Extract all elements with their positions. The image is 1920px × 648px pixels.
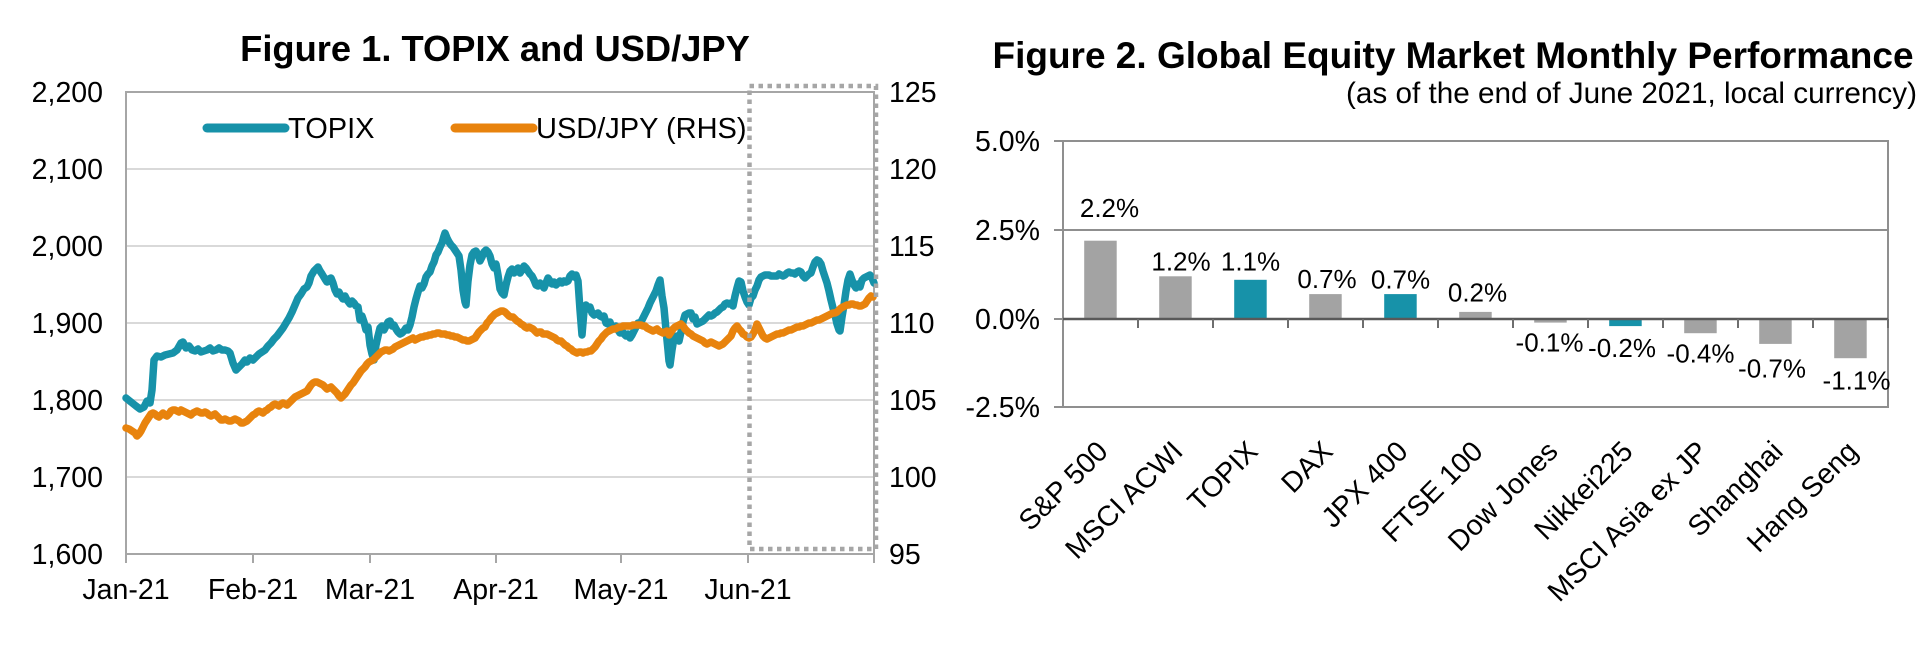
svg-text:0.7%: 0.7%: [1297, 264, 1356, 294]
svg-text:1,800: 1,800: [32, 385, 103, 417]
svg-text:125: 125: [889, 77, 937, 109]
svg-text:0.7%: 0.7%: [1371, 265, 1430, 295]
svg-text:Feb-21: Feb-21: [208, 574, 298, 606]
svg-text:2,200: 2,200: [32, 77, 103, 109]
svg-text:Mar-21: Mar-21: [325, 574, 415, 606]
svg-text:5.0%: 5.0%: [975, 126, 1040, 158]
svg-text:1.1%: 1.1%: [1221, 247, 1280, 277]
svg-text:Jan-21: Jan-21: [82, 574, 169, 606]
svg-text:-0.7%: -0.7%: [1738, 353, 1806, 383]
svg-text:-2.5%: -2.5%: [966, 392, 1040, 424]
svg-text:0.0%: 0.0%: [975, 304, 1040, 336]
svg-text:1,700: 1,700: [32, 462, 103, 494]
svg-text:Jun-21: Jun-21: [704, 574, 791, 606]
svg-text:120: 120: [889, 154, 937, 186]
svg-text:100: 100: [889, 462, 937, 494]
svg-text:Figure 2. Global Equity Market: Figure 2. Global Equity Market Monthly P…: [992, 35, 1913, 76]
svg-text:Apr-21: Apr-21: [453, 574, 539, 606]
svg-text:-1.1%: -1.1%: [1823, 366, 1891, 396]
svg-text:-0.1%: -0.1%: [1516, 328, 1584, 358]
svg-text:-0.2%: -0.2%: [1588, 333, 1656, 363]
svg-text:0.2%: 0.2%: [1448, 278, 1507, 308]
svg-text:(as of the end of June 2021, l: (as of the end of June 2021, local curre…: [1346, 77, 1917, 110]
svg-text:1,600: 1,600: [32, 539, 103, 571]
svg-text:1.2%: 1.2%: [1151, 247, 1210, 277]
svg-text:105: 105: [889, 385, 937, 417]
svg-text:USD/JPY (RHS): USD/JPY (RHS): [536, 113, 747, 145]
svg-text:TOPIX: TOPIX: [288, 113, 375, 145]
svg-text:2.2%: 2.2%: [1080, 193, 1139, 223]
svg-text:95: 95: [889, 539, 921, 571]
svg-text:Figure 1. TOPIX and USD/JPY: Figure 1. TOPIX and USD/JPY: [240, 28, 750, 69]
svg-text:2.5%: 2.5%: [975, 215, 1040, 247]
svg-text:1,900: 1,900: [32, 308, 103, 340]
svg-text:2,100: 2,100: [32, 154, 103, 186]
svg-text:2,000: 2,000: [32, 231, 103, 263]
svg-text:115: 115: [889, 231, 934, 263]
svg-text:May-21: May-21: [573, 574, 668, 606]
svg-text:110: 110: [889, 308, 934, 340]
svg-text:-0.4%: -0.4%: [1667, 338, 1735, 368]
